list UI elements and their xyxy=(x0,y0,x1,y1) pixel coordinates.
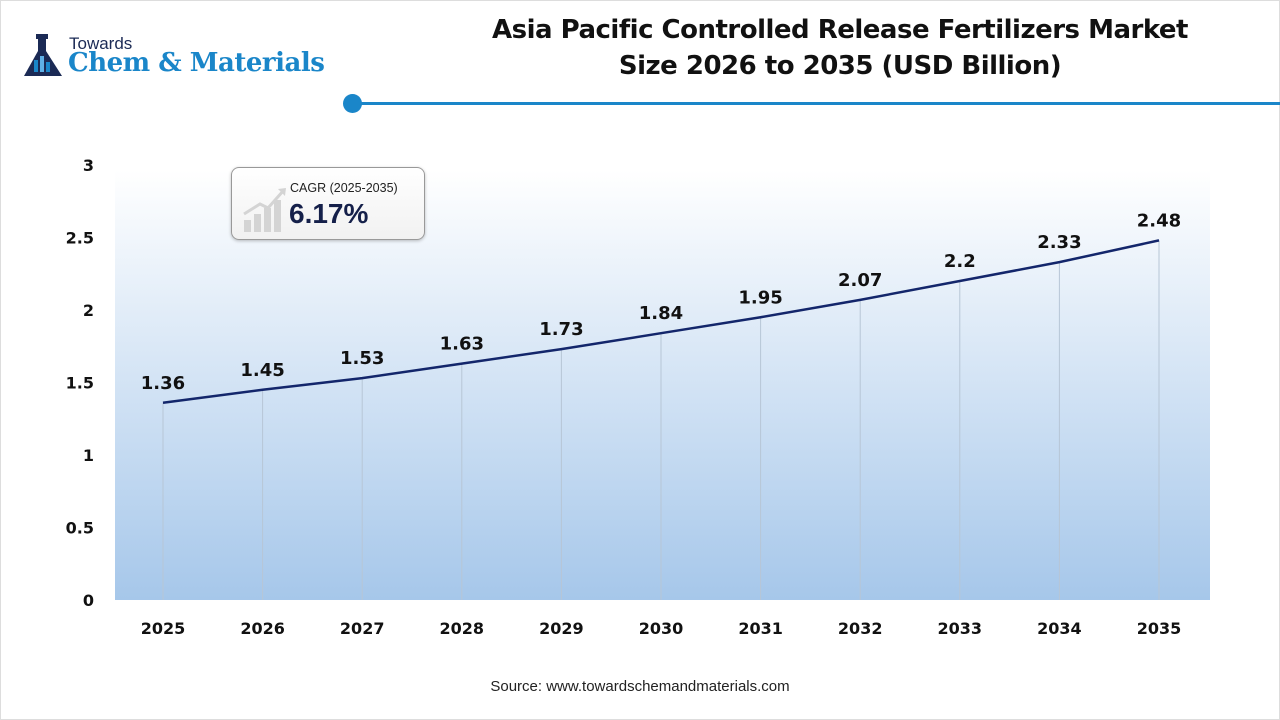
data-label: 2.48 xyxy=(1137,210,1181,231)
y-tick-label: 2.5 xyxy=(66,229,94,248)
x-tick-label: 2027 xyxy=(340,619,385,638)
brand-logo: Towards Chem & Materials xyxy=(22,34,325,85)
data-label: 1.73 xyxy=(539,319,583,340)
divider-dot xyxy=(343,94,362,113)
cagr-box: CAGR (2025-2035) 6.17% xyxy=(231,167,425,240)
data-label: 2.07 xyxy=(838,270,882,291)
y-tick-label: 0.5 xyxy=(66,519,94,538)
cagr-label: CAGR (2025-2035) xyxy=(290,181,398,195)
brand-line1: Towards xyxy=(69,34,133,53)
chart-title: Asia Pacific Controlled Release Fertiliz… xyxy=(492,15,1188,81)
y-tick-label: 1 xyxy=(83,446,94,465)
y-tick-label: 2 xyxy=(83,301,94,320)
data-label: 1.95 xyxy=(738,287,782,308)
series-line xyxy=(162,239,1160,405)
y-tick-label: 3 xyxy=(83,156,94,175)
title-divider xyxy=(352,102,1280,105)
data-label: 1.63 xyxy=(440,334,484,355)
y-tick-label: 1.5 xyxy=(66,374,94,393)
x-tick-label: 2029 xyxy=(539,619,584,638)
cagr-value: 6.17% xyxy=(289,198,369,229)
x-tick-label: 2028 xyxy=(440,619,485,638)
data-label: 1.53 xyxy=(340,348,384,369)
source-note: Source: www.towardschemandmaterials.com xyxy=(490,678,790,695)
x-tick-label: 2034 xyxy=(1037,619,1082,638)
growth-chart-icon xyxy=(243,188,286,232)
x-tick-label: 2031 xyxy=(738,619,783,638)
brand-line2: Chem & Materials xyxy=(68,48,325,78)
data-label: 2.33 xyxy=(1037,232,1081,253)
x-tick-label: 2035 xyxy=(1137,619,1182,638)
x-tick-label: 2030 xyxy=(639,619,684,638)
x-tick-label: 2025 xyxy=(141,619,186,638)
data-label: 2.2 xyxy=(944,251,976,272)
data-label: 1.45 xyxy=(240,360,284,381)
data-label: 1.36 xyxy=(141,373,185,394)
y-tick-label: 0 xyxy=(83,591,94,610)
x-tick-label: 2033 xyxy=(938,619,983,638)
flask-icon xyxy=(24,34,62,76)
x-tick-label: 2032 xyxy=(838,619,883,638)
x-tick-label: 2026 xyxy=(240,619,285,638)
data-label: 1.84 xyxy=(639,303,683,324)
